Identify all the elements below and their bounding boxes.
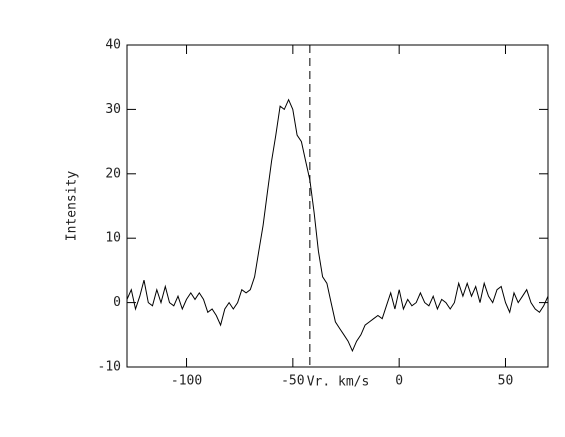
y-tick-label: 40 [105, 38, 121, 53]
y-tick-label: 20 [105, 166, 121, 181]
x-tick-label: 0 [395, 374, 403, 389]
x-axis-label: Vr. km/s [307, 375, 370, 390]
plot-frame [126, 44, 549, 368]
y-tick-label: 30 [105, 102, 121, 117]
y-tick-label: -10 [98, 360, 121, 375]
x-tick-label: -100 [171, 374, 202, 389]
y-tick-label: 0 [113, 295, 121, 310]
spectrum-line [126, 98, 549, 353]
y-axis-label: Intensity [65, 171, 80, 242]
y-tick-label: 10 [105, 231, 121, 246]
x-tick-label: -50 [281, 374, 304, 389]
x-tick-label: 50 [498, 374, 514, 389]
